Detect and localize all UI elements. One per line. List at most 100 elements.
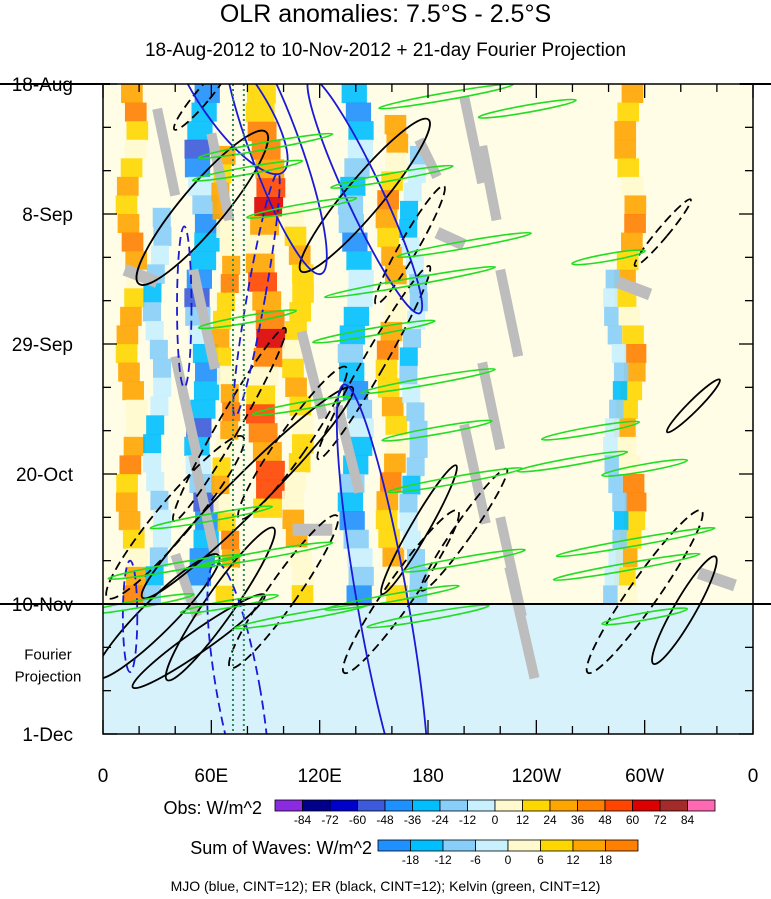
- legend-level: 6: [537, 853, 544, 867]
- anomaly-cell: [122, 529, 145, 549]
- y-tick-label: 1-Dec: [22, 725, 73, 746]
- anomaly-cell: [118, 362, 140, 382]
- anomaly-cell: [282, 358, 304, 379]
- anomaly-cell: [343, 306, 370, 326]
- legend-swatch: [507, 839, 541, 852]
- kelvin-contour: [381, 419, 493, 442]
- legend-level: 72: [653, 813, 667, 827]
- anomaly-cell: [145, 321, 164, 341]
- anomaly-cell: [150, 490, 169, 511]
- legend-level: 18: [599, 853, 613, 867]
- er-contour: [105, 434, 246, 600]
- anomaly-cell: [348, 566, 374, 586]
- anomaly-cell: [126, 418, 148, 438]
- anomaly-cell: [124, 288, 146, 308]
- anomaly-cell: [149, 339, 168, 360]
- kelvin-contour: [179, 593, 279, 615]
- anomaly-cell: [347, 139, 374, 159]
- anomaly-cell: [285, 377, 307, 397]
- y-tick-label: 8-Sep: [22, 205, 73, 226]
- er-contour: [237, 365, 349, 521]
- anomaly-cell: [622, 474, 645, 494]
- anomaly-cell: [608, 548, 623, 568]
- x-tick-label: 120W: [512, 766, 562, 787]
- anomaly-cell: [184, 139, 210, 159]
- anomaly-cell: [256, 479, 285, 499]
- anomaly-cell: [339, 325, 365, 345]
- anomaly-cell: [618, 455, 641, 475]
- kelvin-contour: [197, 132, 334, 160]
- anomaly-cell: [384, 453, 406, 473]
- legend-swatch: [632, 799, 661, 812]
- kelvin-contour: [103, 592, 195, 616]
- anomaly-cell: [185, 566, 212, 586]
- chart-title: OLR anomalies: 7.5°S - 2.5°S: [219, 0, 552, 28]
- anomaly-cell: [152, 528, 172, 548]
- anomaly-cell: [379, 472, 402, 492]
- anomaly-cell: [124, 102, 147, 122]
- anomaly-cell: [624, 214, 646, 234]
- anomaly-cell: [348, 418, 374, 438]
- anomaly-cell: [115, 344, 138, 364]
- anomaly-cell: [281, 490, 304, 511]
- anomaly-cell: [252, 291, 282, 311]
- anomaly-cell: [400, 200, 419, 220]
- anomaly-cell: [122, 381, 144, 401]
- anomaly-cell: [250, 215, 280, 236]
- anomaly-cell: [245, 253, 275, 273]
- legend-swatch: [467, 799, 496, 812]
- anomaly-cell: [284, 471, 307, 492]
- anomaly-cell: [143, 434, 162, 454]
- anomaly-cell: [337, 344, 364, 364]
- missing-data-segment: [495, 268, 524, 358]
- kelvin-contour: [366, 604, 490, 629]
- anomaly-cell: [292, 434, 314, 454]
- anomaly-cell: [403, 182, 422, 202]
- anomaly-cell: [407, 164, 426, 184]
- anomaly-cell: [248, 423, 278, 443]
- anomaly-cell: [245, 102, 275, 123]
- mjo-contour: [170, 84, 289, 176]
- anomaly-cell: [402, 329, 422, 348]
- anomaly-cell: [624, 344, 647, 364]
- projection-label: Projection: [15, 669, 82, 686]
- anomaly-cell: [149, 547, 168, 567]
- anomaly-cell: [143, 453, 162, 473]
- anomaly-cell: [613, 362, 629, 382]
- x-tick-label: 60E: [194, 766, 228, 787]
- obs-legend: Obs: W/m^2 -84 -72 -60 -48 -36 -24 -12 0 12 24 36 48…: [164, 798, 716, 827]
- anomaly-cell: [117, 214, 140, 234]
- anomaly-cell: [150, 396, 169, 416]
- anomaly-cell: [622, 325, 644, 345]
- y-tick-label: 29-Sep: [12, 335, 73, 356]
- anomaly-cell: [115, 195, 138, 215]
- legend-swatch: [442, 839, 476, 852]
- anomaly-cell: [377, 227, 399, 248]
- kelvin-contour: [552, 552, 701, 582]
- anomaly-cell: [613, 511, 629, 531]
- anomaly-cell: [377, 378, 400, 398]
- missing-data-segment: [615, 276, 653, 301]
- legend-level: 12: [566, 853, 580, 867]
- anomaly-cell: [125, 399, 148, 419]
- x-tick-label: 0: [98, 766, 109, 787]
- legend-swatch: [659, 799, 688, 812]
- kelvin-contour: [252, 395, 352, 417]
- anomaly-cell: [120, 158, 143, 178]
- anomaly-cell: [256, 460, 285, 481]
- anomaly-cell: [346, 399, 373, 419]
- mjo-contour: [206, 561, 271, 734]
- kelvin-contour: [191, 159, 304, 182]
- anomaly-cell: [386, 133, 409, 154]
- er-contour: [135, 129, 270, 286]
- legend-level: -60: [349, 813, 367, 827]
- er-contour: [298, 117, 431, 274]
- anomaly-cell: [222, 255, 241, 275]
- legend-level: 84: [681, 813, 695, 827]
- anomaly-cell: [612, 492, 627, 512]
- anomaly-cell: [376, 340, 399, 360]
- anomaly-cell: [116, 474, 138, 494]
- legend-title: Obs: W/m^2: [164, 798, 262, 818]
- anomaly-cell: [249, 366, 279, 386]
- mjo-contour: [232, 171, 281, 418]
